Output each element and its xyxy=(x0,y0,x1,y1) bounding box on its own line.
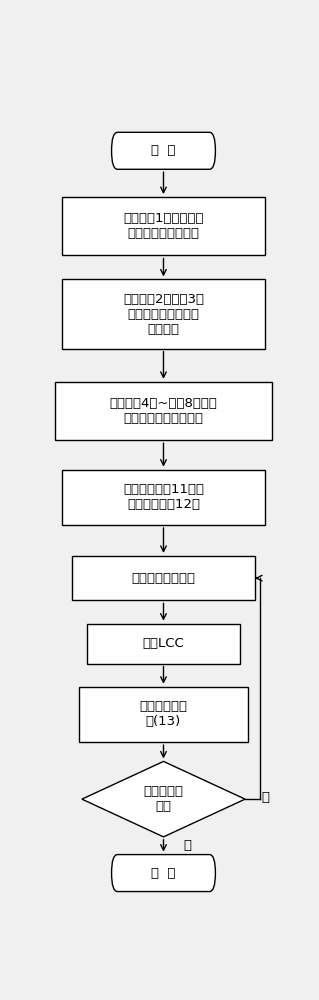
FancyBboxPatch shape xyxy=(72,556,255,600)
Text: 迭代精度未
到？: 迭代精度未 到？ xyxy=(144,785,183,813)
Polygon shape xyxy=(82,761,245,837)
Text: 根据式（2）及（3）
对数值型及非数值型
数据描述: 根据式（2）及（3） 对数值型及非数值型 数据描述 xyxy=(123,293,204,336)
Text: 结  束: 结 束 xyxy=(151,867,176,880)
Text: 目标函数式（11）和
约束函数式（12）: 目标函数式（11）和 约束函数式（12） xyxy=(123,483,204,511)
FancyBboxPatch shape xyxy=(112,855,215,892)
FancyBboxPatch shape xyxy=(79,687,248,742)
FancyBboxPatch shape xyxy=(55,382,272,440)
Text: 根据式（1）对变电站
成本影响因素的描述: 根据式（1）对变电站 成本影响因素的描述 xyxy=(123,212,204,240)
FancyBboxPatch shape xyxy=(62,197,265,255)
FancyBboxPatch shape xyxy=(87,624,240,664)
Text: 是: 是 xyxy=(183,839,191,852)
Text: 计算约束条件
式(13): 计算约束条件 式(13) xyxy=(139,700,188,728)
FancyBboxPatch shape xyxy=(62,470,265,525)
FancyBboxPatch shape xyxy=(112,132,215,169)
Text: 开  始: 开 始 xyxy=(151,144,176,157)
Text: 计算LCC: 计算LCC xyxy=(143,637,184,650)
FancyBboxPatch shape xyxy=(62,279,265,349)
Text: 否: 否 xyxy=(261,791,269,804)
Text: 根据式（4）~式（8）计算
变电站全寿命周期成本: 根据式（4）~式（8）计算 变电站全寿命周期成本 xyxy=(109,397,218,425)
Text: 染色体交叉、变异: 染色体交叉、变异 xyxy=(131,572,196,585)
